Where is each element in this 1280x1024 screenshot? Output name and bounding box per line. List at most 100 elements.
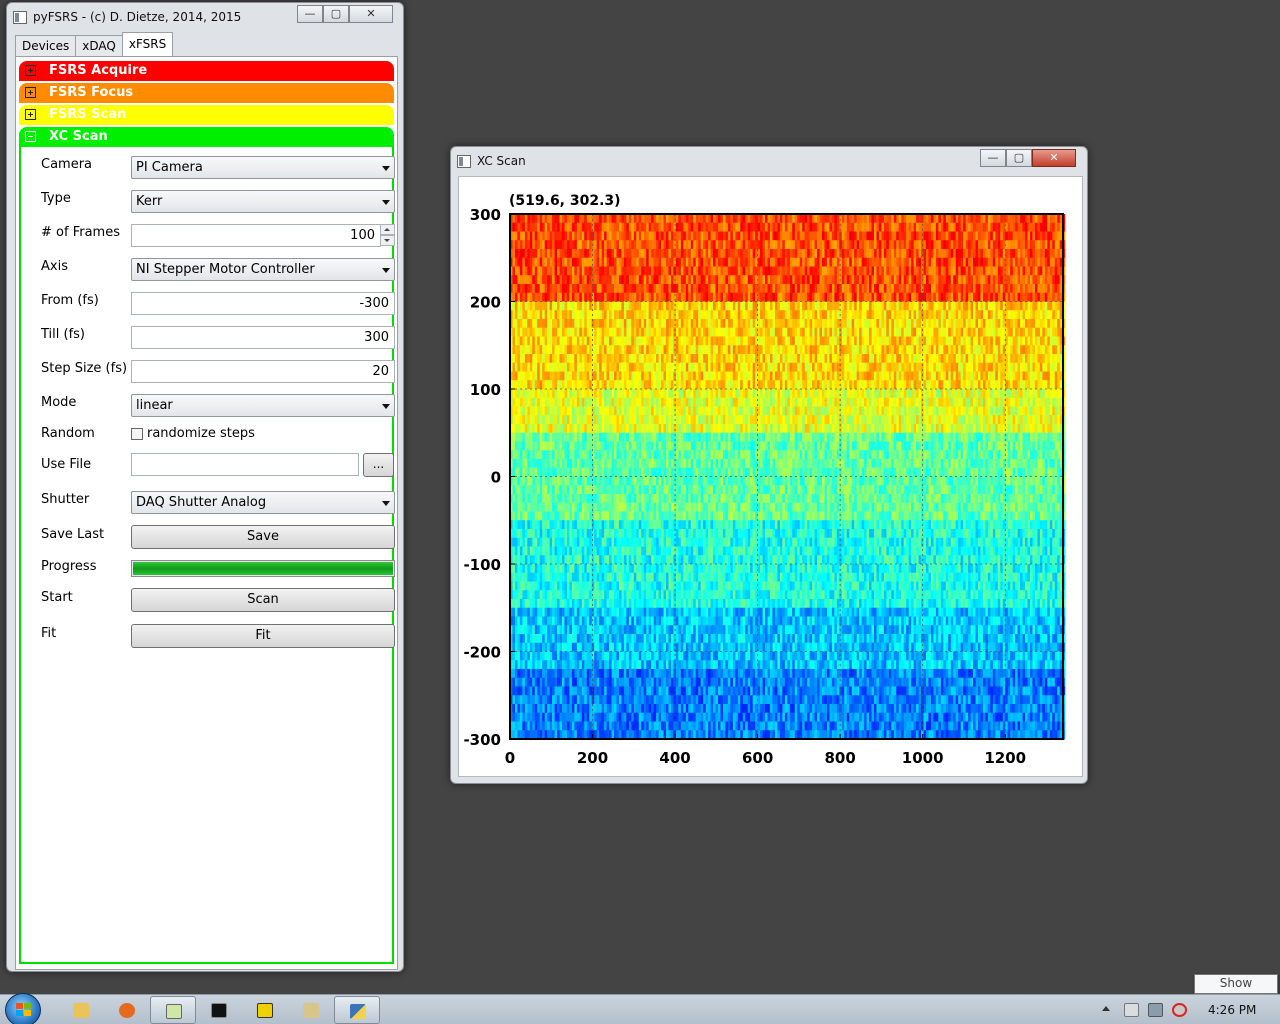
section-fsrs-acquire[interactable]: FSRS Acquire [19,61,394,81]
randomize-checkbox-label[interactable]: randomize steps [147,426,255,441]
heatmap-cell [727,284,731,294]
heatmap-cell [1034,292,1039,303]
heatmap-cell [995,284,999,294]
heatmap-cell [886,214,890,224]
section-fsrs-focus[interactable]: FSRS Focus [19,83,394,103]
heatmap-cell [769,222,774,233]
heatmap-cell [789,257,793,268]
heatmap-cell [802,310,806,320]
heatmap-cell [636,310,640,320]
camera-select[interactable]: PI Camera [131,156,395,179]
xc-scan-heatmap[interactable]: 0 200 400 600 800 1000 12003002001000-100-200-… [459,177,1084,778]
heatmap-cell [668,257,672,268]
heatmap-cell [898,249,902,259]
heatmap-cell [666,231,670,241]
heatmap-cell [906,257,910,268]
heatmap-cell [636,301,640,311]
heatmap-cell [552,266,556,276]
heatmap-cell [891,231,895,241]
save-button[interactable]: Save [131,525,395,549]
plot-area[interactable]: (519.6, 302.3) 0 200 400 600 800 1000 1200 300 2… [458,176,1083,777]
heatmap-cell [569,214,573,224]
maximize-button[interactable]: ▢ [1006,149,1032,167]
heatmap-cell [564,231,568,241]
heatmap-cell [717,222,722,233]
pyfsrs-titlebar[interactable]: pyFSRS - (c) D. Dietze, 2014, 2015 — ▢ ✕ [7,3,403,31]
heatmap-cell [549,284,553,294]
heatmap-cell [864,310,868,320]
heatmap-cell [916,222,920,233]
collapse-icon [25,131,36,142]
heatmap-cell [571,266,575,276]
heatmap-cell [760,240,764,250]
axis-select[interactable]: NI Stepper Motor Controller [131,258,395,281]
mode-select-value: linear [136,398,173,413]
heatmap-cell [633,275,637,285]
heatmap-cell [1059,240,1063,250]
close-button[interactable]: ✕ [349,5,393,23]
heatmap-cell [893,310,897,320]
heatmap-cell [547,214,551,224]
heatmap-cell [549,240,553,250]
scan-button[interactable]: Scan [131,588,395,612]
xc-scan-titlebar[interactable]: XC Scan — ▢ ✕ [451,147,1087,175]
heatmap-cell [614,222,618,233]
heatmap-cell [866,275,870,285]
step-size-input[interactable]: 20 [131,360,395,383]
heatmap-cell [658,310,662,320]
expand-icon [25,65,36,76]
heatmap-cell [643,257,647,268]
section-xc-scan[interactable]: XC Scan [19,127,394,147]
heatmap-cell [935,257,939,268]
browse-file-button[interactable]: ... [363,453,394,477]
heatmap-cell [529,249,533,259]
heatmap-cell [1057,231,1061,241]
close-button[interactable]: ✕ [1032,149,1076,167]
heatmap-cell [666,240,670,250]
heatmap-cell [817,240,821,250]
type-select[interactable]: Kerr [131,190,395,213]
till-input[interactable]: 300 [131,326,395,349]
heatmap-cell [898,214,902,224]
heatmap-cell [666,257,670,268]
heatmap-cell [1039,222,1043,233]
heatmap-cell [643,275,647,285]
heatmap-cell [745,310,749,320]
randomize-checkbox[interactable] [131,428,143,440]
heatmap-cell [851,284,855,294]
tab-xfsrs[interactable]: xFSRS [121,32,174,56]
heatmap-cell [566,292,571,303]
shutter-select[interactable]: DAQ Shutter Analog [131,491,395,514]
spin-up-button[interactable] [380,224,395,235]
heatmap-cell [792,284,796,294]
heatmap-cell [1020,301,1024,311]
heatmap-cell [750,275,754,285]
tab-devices[interactable]: Devices [15,35,77,56]
frames-spinbox[interactable]: 100 [131,224,381,247]
minimize-button[interactable]: — [980,149,1006,167]
heatmap-cell [782,310,786,320]
use-file-input[interactable] [131,453,359,476]
heatmap-cell [586,292,590,303]
heatmap-cell [594,319,598,329]
maximize-button[interactable]: ▢ [323,5,349,23]
heatmap-cell [631,214,635,224]
heatmap-cell [782,231,786,241]
heatmap-cell [782,292,786,303]
spin-down-button[interactable] [380,235,395,246]
heatmap-cell [737,292,741,303]
heatmap-cell [722,240,727,250]
from-input[interactable]: -300 [131,292,395,315]
mode-select[interactable]: linear [131,394,395,417]
section-fsrs-scan[interactable]: FSRS Scan [19,105,394,125]
heatmap-cell [789,231,793,241]
minimize-button[interactable]: — [297,5,323,23]
fit-button[interactable]: Fit [131,624,395,648]
heatmap-cell [631,222,635,233]
tab-xdaq[interactable]: xDAQ [75,35,123,56]
heatmap-cell [732,292,736,303]
heatmap-cell [519,266,523,276]
heatmap-cell [735,292,739,303]
heatmap-cell [1034,310,1039,320]
heatmap-cell [529,319,533,329]
